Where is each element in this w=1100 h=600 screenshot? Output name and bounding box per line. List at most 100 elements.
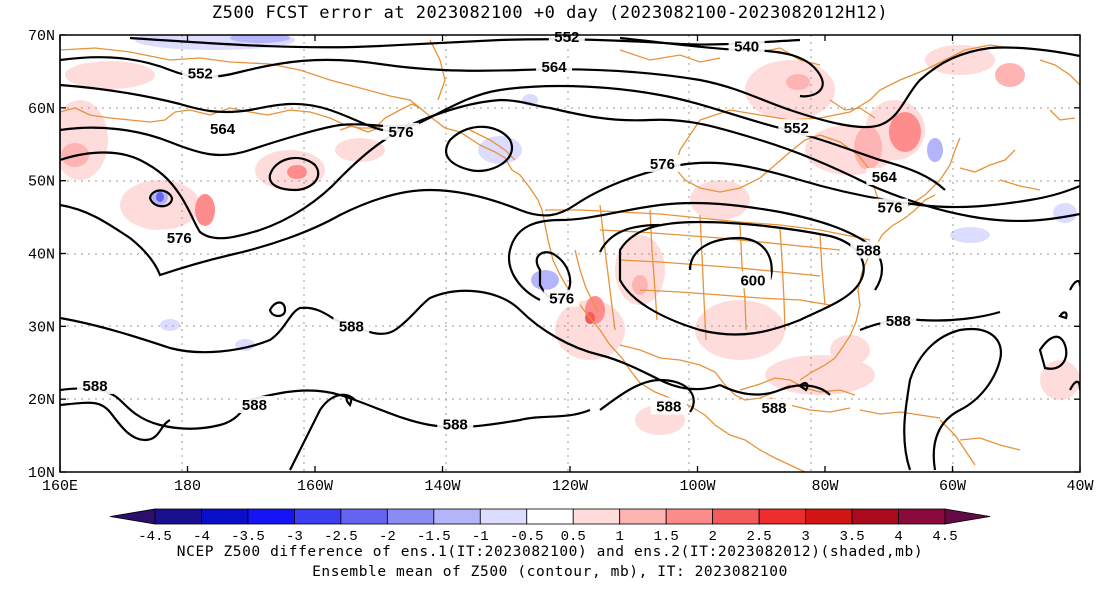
lat-tick-label: 50N [28, 174, 55, 191]
colorbar-swatch [479, 508, 528, 525]
contour-label: 588 [339, 318, 364, 335]
colorbar-swatch [154, 508, 202, 525]
difference-shading [60, 35, 1080, 435]
colorbar-label: 4.5 [932, 529, 957, 545]
gridlines [60, 35, 1080, 472]
contour-label-bg [161, 229, 198, 247]
contour-label-bg [650, 397, 687, 415]
contour-label-bg [880, 312, 917, 330]
longitude-axis: 160E 180 160W 140W 120W 100W 80W 60W 40W [42, 478, 1094, 495]
contour-label: 564 [210, 121, 236, 138]
lat-tick-label: 10N [28, 465, 55, 482]
contour-label: 588 [656, 398, 681, 415]
colorbar-swatch [851, 508, 899, 525]
contour-label-bg [728, 37, 765, 55]
colorbar-label: -1 [472, 529, 489, 545]
colorbar-label: -2 [379, 529, 396, 545]
colorbar-swatch [294, 508, 342, 525]
contour-label: 552 [784, 120, 809, 137]
contour-label-bg [543, 289, 580, 307]
lon-tick-label: 60W [939, 478, 966, 495]
contour-label: 588 [886, 313, 911, 330]
colorbar-swatch [433, 508, 481, 525]
contour-label: 576 [549, 291, 574, 308]
contour-label: 588 [83, 378, 108, 395]
contour-label: 540 [734, 39, 759, 56]
contour-label-bg [333, 317, 370, 335]
contour-label: 576 [167, 230, 192, 247]
contour-label: 588 [856, 243, 881, 260]
lat-tick-label: 40N [28, 247, 55, 264]
z500-contours [60, 36, 1080, 471]
contour-label: 564 [872, 169, 898, 186]
colorbar-label: 3 [801, 529, 809, 545]
colorbar-label: 1 [616, 529, 624, 545]
colorbar-swatch [201, 508, 249, 525]
contour-label-bg [437, 415, 474, 433]
map-frame [59, 34, 1081, 473]
contour-label-bg [872, 198, 909, 216]
contour-label: 588 [443, 417, 468, 434]
colorbar-swatch [526, 508, 574, 525]
contour-label: 588 [761, 400, 786, 417]
lon-tick-label: 140W [424, 478, 460, 495]
lon-tick-label: 160W [297, 478, 333, 495]
contour-label-bg [204, 119, 241, 137]
contour-label-bg [756, 398, 792, 416]
colorbar-swatch [898, 508, 946, 525]
contour-label-bg [182, 64, 219, 82]
colorbar-low-triangle [109, 508, 156, 525]
colorbar-label: 0.5 [561, 529, 586, 545]
lon-tick-label: 40W [1066, 478, 1093, 495]
contour-label: 600 [740, 272, 765, 289]
lat-tick-label: 20N [28, 392, 55, 409]
colorbar-label: -1.5 [417, 529, 451, 545]
colorbar [109, 508, 991, 525]
colorbar-swatch [805, 508, 853, 525]
contour-label: 588 [242, 397, 267, 414]
contour-label-bg [850, 241, 887, 259]
contour-label-bg [866, 168, 903, 186]
colorbar-swatch [340, 508, 388, 525]
axis-ticks [59, 34, 1081, 473]
colorbar-label: -2.5 [324, 529, 358, 545]
colorbar-swatch [758, 508, 806, 525]
coastlines [60, 39, 1080, 472]
contour-labels: 552 540 552 564 552 564 576 576 564 576 576 588 600 5… [77, 28, 917, 434]
colorbar-label: -4 [193, 529, 210, 545]
lon-tick-label: 100W [679, 478, 715, 495]
colorbar-high-triangle [944, 508, 991, 525]
lat-tick-label: 70N [28, 28, 55, 45]
colorbar-label: 2 [708, 529, 716, 545]
lat-tick-label: 60N [28, 101, 55, 118]
lon-tick-label: 120W [552, 478, 588, 495]
colorbar-label: -0.5 [510, 529, 544, 545]
caption-contour: Ensemble mean of Z500 (contour, mb), IT:… [312, 564, 788, 580]
colorbar-swatch [247, 508, 295, 525]
colorbar-labels: -4.5 -4 -3.5 -3 -2.5 -2 -1.5 -1 -0.5 0.5 1 1.5 2 2.5 3… [138, 529, 957, 545]
colorbar-label: -4.5 [138, 529, 172, 545]
colorbar-swatch [386, 508, 435, 525]
contour-label-bg [644, 154, 681, 172]
contour-label: 564 [542, 59, 568, 76]
contour-label: 552 [554, 29, 579, 46]
lon-tick-label: 160E [42, 478, 78, 495]
contour-label-bg [548, 28, 585, 46]
contour-label-bg [383, 122, 420, 140]
contour-label: 576 [650, 156, 675, 173]
colorbar-swatch [712, 508, 760, 525]
contour-label: 552 [188, 66, 213, 83]
colorbar-label: -3.5 [231, 529, 265, 545]
lat-tick-label: 30N [28, 319, 55, 336]
latitude-axis: 70N 60N 50N 40N 30N 20N 10N [28, 28, 55, 482]
colorbar-label: 1.5 [654, 529, 679, 545]
contour-label: 576 [389, 124, 414, 141]
colorbar-label: 3.5 [839, 529, 864, 545]
colorbar-label: 2.5 [747, 529, 772, 545]
colorbar-swatch [572, 508, 621, 525]
lon-tick-label: 80W [811, 478, 838, 495]
colorbar-swatch [665, 508, 714, 525]
contour-label: 576 [878, 200, 903, 217]
caption-shading: NCEP Z500 difference of ens.1(IT:2023082… [176, 544, 924, 560]
